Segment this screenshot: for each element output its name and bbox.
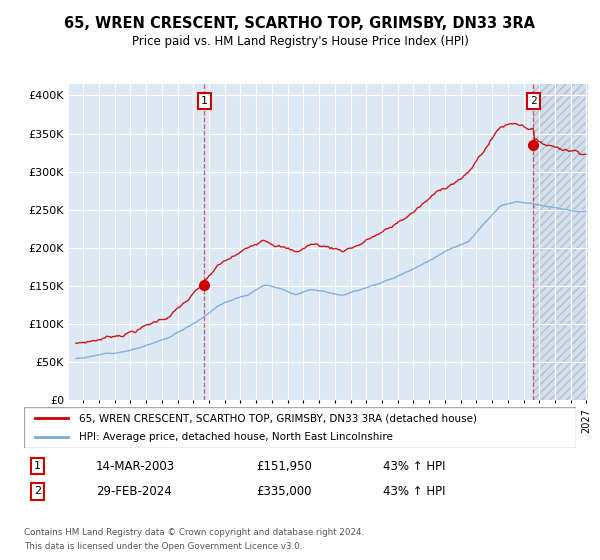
Text: 65, WREN CRESCENT, SCARTHO TOP, GRIMSBY, DN33 3RA: 65, WREN CRESCENT, SCARTHO TOP, GRIMSBY,… — [65, 16, 536, 31]
Text: £151,950: £151,950 — [256, 460, 312, 473]
Text: 1: 1 — [201, 96, 208, 106]
FancyBboxPatch shape — [24, 407, 576, 448]
Text: Contains HM Land Registry data © Crown copyright and database right 2024.: Contains HM Land Registry data © Crown c… — [24, 528, 364, 536]
Bar — [533, 84, 588, 400]
Bar — [533, 84, 588, 400]
Text: 29-FEB-2024: 29-FEB-2024 — [96, 485, 172, 498]
Text: 43% ↑ HPI: 43% ↑ HPI — [383, 460, 445, 473]
Text: This data is licensed under the Open Government Licence v3.0.: This data is licensed under the Open Gov… — [24, 542, 302, 551]
Text: Price paid vs. HM Land Registry's House Price Index (HPI): Price paid vs. HM Land Registry's House … — [131, 35, 469, 48]
Text: HPI: Average price, detached house, North East Lincolnshire: HPI: Average price, detached house, Nort… — [79, 432, 393, 442]
Text: 1: 1 — [34, 461, 41, 471]
Text: 2: 2 — [530, 96, 537, 106]
Text: 65, WREN CRESCENT, SCARTHO TOP, GRIMSBY, DN33 3RA (detached house): 65, WREN CRESCENT, SCARTHO TOP, GRIMSBY,… — [79, 413, 477, 423]
Text: 43% ↑ HPI: 43% ↑ HPI — [383, 485, 445, 498]
Text: £335,000: £335,000 — [256, 485, 311, 498]
Text: 2: 2 — [34, 487, 41, 496]
Text: 14-MAR-2003: 14-MAR-2003 — [96, 460, 175, 473]
